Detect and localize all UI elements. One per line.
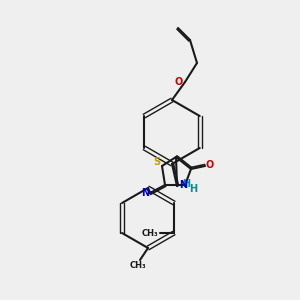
Text: S: S	[153, 157, 161, 167]
Text: CH₃: CH₃	[130, 262, 146, 271]
Text: N: N	[179, 180, 187, 190]
Text: O: O	[206, 160, 214, 170]
Text: N: N	[141, 188, 149, 198]
Text: CH₃: CH₃	[142, 229, 158, 238]
Text: O: O	[175, 77, 183, 87]
Text: H: H	[182, 179, 190, 189]
Text: H: H	[189, 184, 197, 194]
